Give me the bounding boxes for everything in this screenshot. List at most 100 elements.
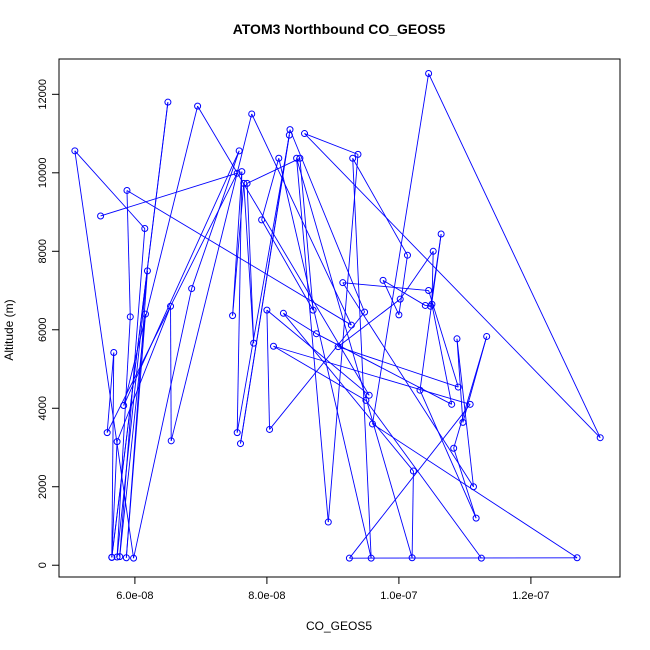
series-segment (100, 172, 238, 217)
data-point (309, 306, 317, 314)
data-point (395, 311, 403, 319)
data-point (194, 102, 202, 110)
series-segment (304, 133, 601, 439)
data-point (233, 169, 241, 177)
series-segment (372, 423, 578, 559)
y-tick-label: 8000 (37, 239, 49, 263)
y-tick-label: 10000 (37, 158, 49, 189)
data-point (243, 179, 251, 187)
series-segment (119, 228, 146, 557)
series-segment (456, 338, 464, 423)
data-point (123, 186, 131, 194)
series-segment (236, 135, 290, 433)
data-point (425, 287, 433, 295)
series-segment (419, 390, 477, 519)
series-segment (266, 310, 270, 430)
data-point (483, 332, 491, 340)
data-point (103, 429, 111, 437)
series-segment (283, 313, 414, 472)
data-point (454, 383, 462, 391)
data-point (120, 402, 128, 410)
y-axis-label: Altitude (m) (2, 299, 16, 360)
series-segment (273, 345, 471, 405)
data-point (293, 154, 301, 162)
plot-area-border (58, 58, 621, 578)
data-point (448, 400, 456, 408)
data-point (403, 251, 411, 259)
y-tick-label: 12000 (37, 79, 49, 110)
data-point (110, 349, 118, 357)
series-lines (74, 73, 601, 559)
data-point (113, 553, 121, 561)
series-segment (116, 306, 171, 442)
series-segment (246, 157, 301, 184)
data-point (425, 70, 433, 78)
data-point (296, 154, 304, 162)
series-segment (411, 471, 414, 558)
series-segment (126, 190, 131, 317)
series-segment (111, 441, 118, 558)
data-point (408, 554, 416, 562)
series-segment (327, 154, 359, 523)
series-segment (365, 400, 482, 559)
data-point (122, 554, 130, 562)
series-segment (123, 150, 240, 406)
series-segment (106, 352, 115, 433)
data-point (141, 310, 149, 318)
data-point (361, 308, 369, 316)
data-point (108, 553, 116, 561)
data-point (369, 420, 376, 428)
data-point (285, 131, 293, 139)
series-segment (431, 251, 434, 305)
data-point (427, 302, 435, 310)
series-segment (266, 309, 370, 396)
series-segment (74, 150, 146, 229)
data-point (71, 147, 79, 155)
series-segment (349, 404, 471, 559)
y-tick-label: 0 (37, 562, 49, 568)
series-segment (338, 346, 459, 388)
data-point (275, 154, 283, 162)
series-points (71, 70, 604, 562)
series-segment (299, 158, 314, 311)
series-segment (399, 251, 434, 300)
series-segment (116, 316, 131, 558)
chart-title: ATOM3 Northbound CO_GEOS5 (233, 21, 446, 37)
series-segment (278, 158, 372, 559)
data-point (167, 302, 175, 310)
series-segment (382, 280, 400, 316)
series-segment (428, 73, 601, 438)
data-point (164, 98, 172, 106)
data-point (347, 321, 355, 329)
series-segment (261, 158, 280, 221)
series-segment (431, 304, 453, 405)
series-segment (269, 311, 365, 430)
data-point (248, 110, 256, 118)
data-point (345, 554, 353, 562)
x-tick-label: 1.0e-07 (380, 590, 417, 602)
data-point (421, 301, 429, 309)
series-segment (133, 288, 193, 559)
series-segment (125, 314, 146, 558)
series-segment (116, 270, 148, 558)
series-segment (342, 282, 429, 291)
data-point (416, 386, 424, 394)
series-segment (119, 314, 146, 557)
data-point (238, 168, 246, 176)
data-point (113, 438, 121, 446)
data-point (143, 267, 151, 275)
series-segment (372, 73, 430, 425)
data-point (266, 425, 274, 433)
data-point (354, 150, 362, 158)
x-tick-label: 1.2e-07 (512, 590, 549, 602)
data-point (429, 247, 437, 255)
series-segment (304, 133, 359, 155)
series-segment (456, 338, 474, 487)
data-point (270, 342, 277, 350)
data-point (379, 276, 387, 284)
x-tick-label: 6.0e-08 (116, 590, 153, 602)
x-axis-label: CO_GEOS5 (306, 619, 372, 633)
data-point (365, 391, 373, 399)
